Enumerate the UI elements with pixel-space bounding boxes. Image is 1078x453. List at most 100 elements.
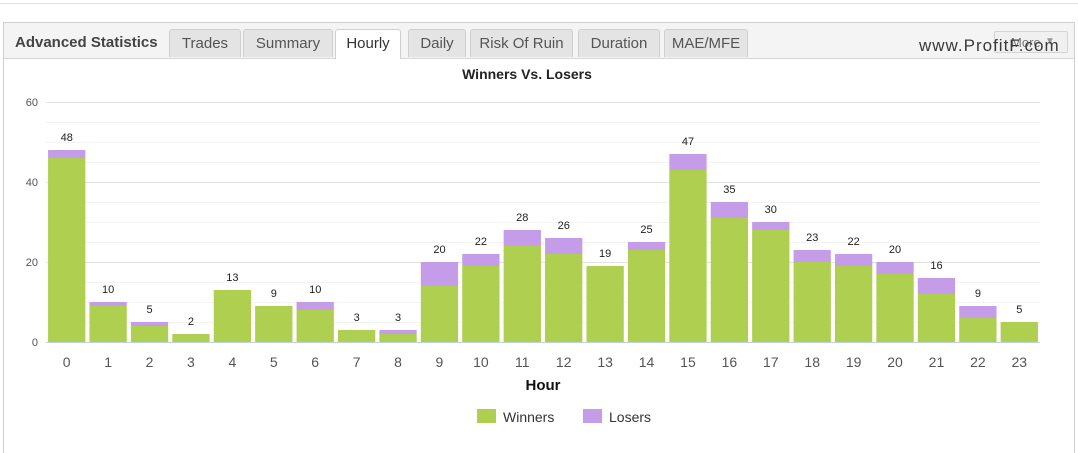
data-label-total: 35 <box>723 184 735 196</box>
data-label-total: 10 <box>102 284 114 296</box>
bar-losers-0 <box>48 150 86 158</box>
tab-hourly[interactable]: Hourly <box>335 29 401 59</box>
bar-winners-13 <box>586 266 624 342</box>
data-label-total: 3 <box>395 312 401 324</box>
bar-losers-10 <box>462 254 500 266</box>
tab-summary[interactable]: Summary <box>243 29 333 57</box>
x-tick-label: 15 <box>680 354 696 370</box>
bar-winners-19 <box>834 266 873 342</box>
y-tick-label: 20 <box>26 257 38 269</box>
top-divider <box>0 0 1078 4</box>
bar-winners-22 <box>959 318 997 342</box>
data-label-total: 10 <box>309 284 321 296</box>
caret-down-icon: ▼ <box>1045 36 1055 47</box>
data-label-total: 9 <box>975 288 981 300</box>
bar-winners-16 <box>710 218 749 342</box>
bar-winners-1 <box>89 306 127 342</box>
bar-losers-6 <box>296 302 334 310</box>
x-tick-label: 10 <box>473 354 489 370</box>
x-tick-label: 7 <box>353 354 361 370</box>
x-tick-label: 22 <box>970 354 986 370</box>
y-tick-label: 40 <box>26 177 38 189</box>
x-tick-label: 19 <box>846 354 862 370</box>
bar-winners-18 <box>793 262 831 342</box>
x-tick-label: 6 <box>311 354 319 370</box>
bar-winners-17 <box>752 230 790 342</box>
data-label-total: 3 <box>354 312 360 324</box>
bar-losers-11 <box>503 230 541 246</box>
bar-losers-21 <box>917 278 956 294</box>
bar-winners-14 <box>627 250 666 342</box>
bar-winners-23 <box>1000 322 1038 342</box>
bar-losers-12 <box>545 238 583 254</box>
x-tick-label: 2 <box>146 354 154 370</box>
bar-winners-3 <box>172 334 210 342</box>
y-tick-label: 60 <box>26 97 38 109</box>
x-tick-label: 11 <box>515 354 530 370</box>
bar-winners-5 <box>255 306 293 342</box>
data-label-total: 19 <box>599 248 611 260</box>
tab-trades[interactable]: Trades <box>169 29 241 57</box>
data-label-total: 22 <box>848 236 860 248</box>
data-label-total: 30 <box>765 204 777 216</box>
bar-losers-17 <box>752 222 790 230</box>
bar-losers-15 <box>669 154 707 170</box>
x-axis-title: Hour <box>526 377 561 394</box>
legend-label-losers: Losers <box>609 409 651 425</box>
data-label-total: 5 <box>146 304 152 316</box>
bar-losers-19 <box>834 254 873 266</box>
legend-swatch-winners <box>477 409 496 423</box>
more-label: More <box>1011 35 1041 50</box>
data-label-total: 26 <box>558 220 570 232</box>
bar-losers-9 <box>420 262 459 286</box>
x-tick-label: 23 <box>1012 354 1028 370</box>
data-label-total: 2 <box>188 316 194 328</box>
x-tick-label: 18 <box>804 354 820 370</box>
data-label-total: 16 <box>930 260 942 272</box>
bar-losers-14 <box>627 242 666 250</box>
y-tick-label: 0 <box>32 337 38 349</box>
legend-label-winners: Winners <box>503 409 554 425</box>
bar-losers-1 <box>89 302 127 306</box>
page-title: Advanced Statistics <box>15 34 158 51</box>
data-label-total: 28 <box>516 212 528 224</box>
bar-losers-2 <box>130 322 169 326</box>
x-tick-label: 21 <box>929 354 945 370</box>
bar-losers-22 <box>959 306 997 318</box>
bar-winners-8 <box>379 334 417 342</box>
data-label-total: 47 <box>682 136 694 148</box>
tab-daily[interactable]: Daily <box>408 29 466 57</box>
bar-winners-9 <box>420 286 459 342</box>
x-tick-label: 0 <box>63 354 71 370</box>
data-label-total: 22 <box>475 236 487 248</box>
x-tick-label: 14 <box>639 354 655 370</box>
x-tick-label: 12 <box>556 354 572 370</box>
data-label-total: 48 <box>61 132 73 144</box>
bar-winners-6 <box>296 310 334 342</box>
x-tick-label: 20 <box>887 354 903 370</box>
bar-losers-16 <box>710 202 749 218</box>
tab-mae-mfe[interactable]: MAE/MFE <box>664 29 748 57</box>
x-tick-label: 9 <box>436 354 444 370</box>
x-tick-label: 3 <box>187 354 195 370</box>
bar-losers-18 <box>793 250 831 262</box>
bar-winners-7 <box>337 330 376 342</box>
bar-losers-8 <box>379 330 417 334</box>
bar-winners-15 <box>669 170 707 342</box>
data-label-total: 25 <box>640 224 652 236</box>
data-label-total: 13 <box>226 272 238 284</box>
more-button[interactable]: More ▼ <box>994 31 1068 53</box>
data-label-total: 5 <box>1016 304 1022 316</box>
bar-winners-0 <box>48 158 86 342</box>
data-label-total: 9 <box>271 288 277 300</box>
tab-risk-of-ruin[interactable]: Risk Of Ruin <box>470 29 573 57</box>
data-label-total: 23 <box>806 232 818 244</box>
data-label-total: 20 <box>889 244 901 256</box>
data-label-total: 20 <box>433 244 445 256</box>
bar-winners-12 <box>545 254 583 342</box>
x-tick-label: 13 <box>597 354 613 370</box>
x-tick-label: 17 <box>763 354 779 370</box>
tab-bar: Advanced Statistics Trades Summary Hourl… <box>4 23 1074 59</box>
tab-duration[interactable]: Duration <box>578 29 660 57</box>
